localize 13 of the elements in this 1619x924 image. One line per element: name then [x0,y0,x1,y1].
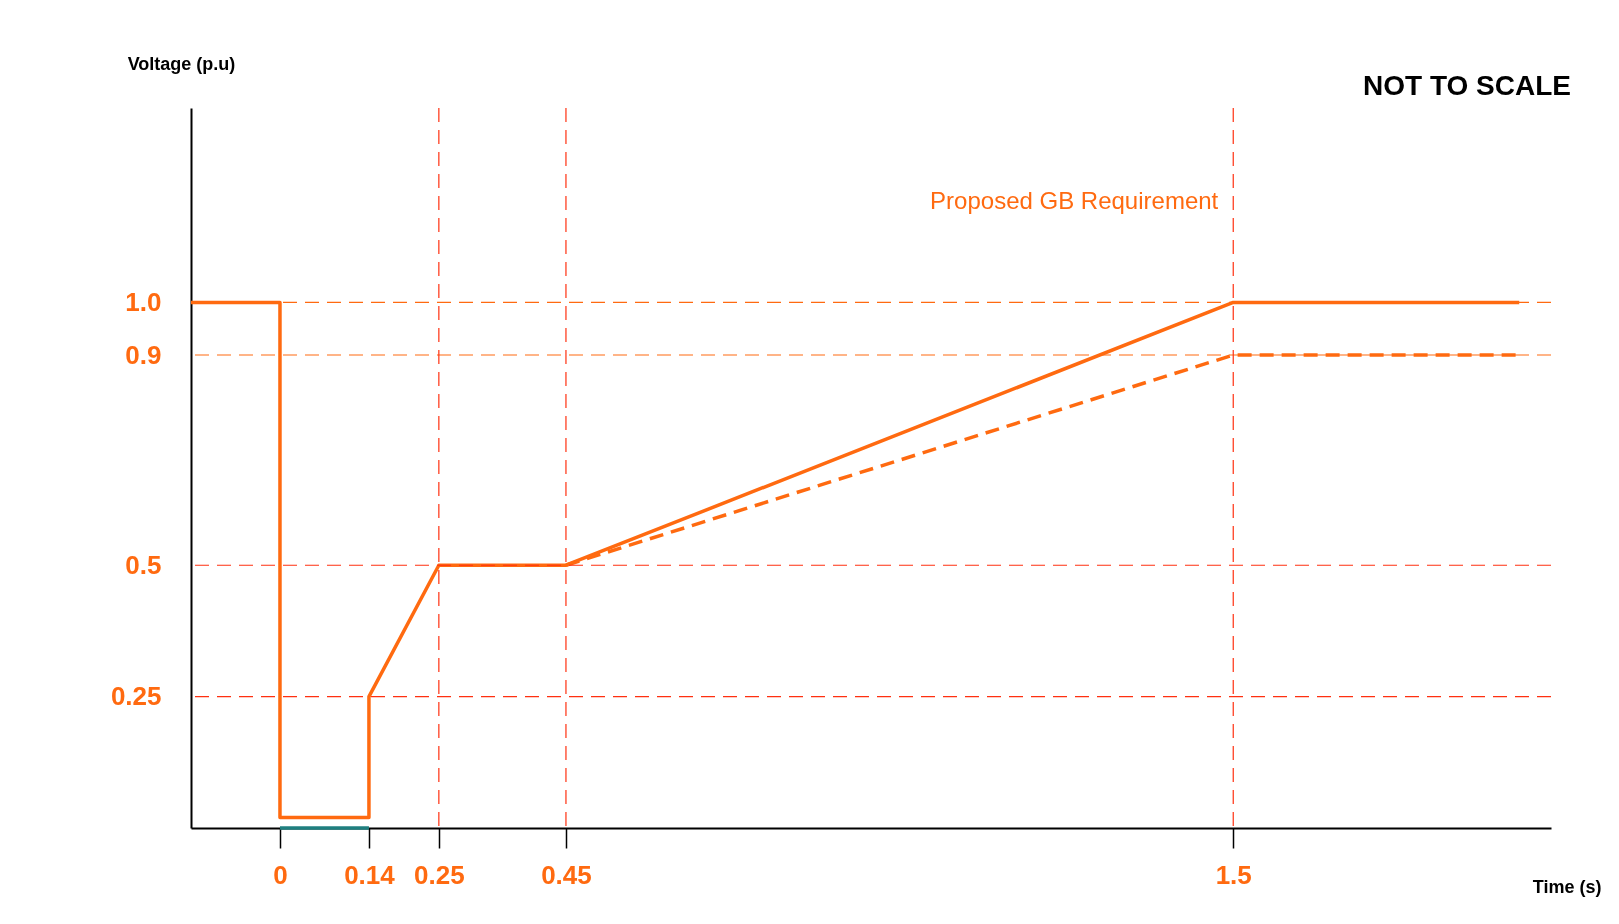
y-tick-label: 0.5 [125,549,162,580]
x-tick-label: 0.25 [414,859,465,890]
x-tick-label: 0.14 [344,859,396,890]
x-tick-label: 0.45 [541,859,592,890]
x-axis-title: Time (s) [1532,876,1602,897]
x-tick-label: 1.5 [1215,859,1252,890]
text: Proposed GB Requirement [930,187,1219,215]
y-tick-label: 0.25 [110,681,162,712]
y-axis-title: Voltage (p.u) [127,53,236,74]
text: NOT TO SCALE [1363,70,1571,101]
x-tick-label: 0 [273,859,288,890]
y-tick-label: 0.9 [125,339,162,370]
y-tick-label: 1.0 [125,286,162,317]
